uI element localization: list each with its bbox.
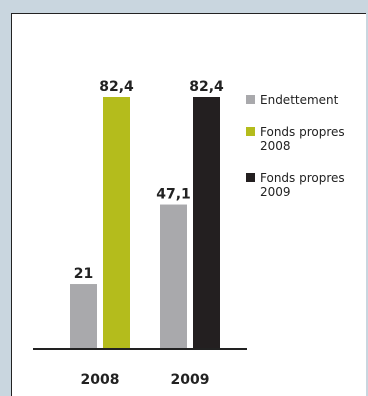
legend: Endettement Fonds propres 2008 Fonds pro… [246, 93, 366, 217]
data-label-2008-series-1: 82,4 [99, 79, 134, 95]
x-tick-label-2008: 2008 [81, 372, 120, 388]
legend-item-fonds-propres-2009: Fonds propres 2009 [246, 171, 366, 199]
data-label-2009-series-0: 47,1 [156, 187, 191, 203]
legend-label-fonds-propres-2008: Fonds propres 2008 [260, 125, 345, 153]
legend-swatch-endettement [246, 95, 255, 104]
data-label-2008-series-0: 21 [74, 266, 93, 282]
legend-label-fonds-propres-2009: Fonds propres 2009 [260, 171, 345, 199]
legend-label-endettement: Endettement [260, 93, 339, 107]
bar-2008-series-1 [103, 97, 130, 348]
legend-item-endettement: Endettement [246, 93, 366, 107]
bar-2008-series-0 [70, 284, 97, 348]
bar-2009-series-2 [193, 97, 220, 348]
legend-item-fonds-propres-2008: Fonds propres 2008 [246, 125, 366, 153]
data-label-2009-series-2: 82,4 [189, 79, 224, 95]
x-tick-label-2009: 2009 [171, 372, 210, 388]
bar-2009-series-0 [160, 204, 187, 348]
legend-swatch-fonds-propres-2008 [246, 127, 255, 136]
legend-swatch-fonds-propres-2009 [246, 173, 255, 182]
